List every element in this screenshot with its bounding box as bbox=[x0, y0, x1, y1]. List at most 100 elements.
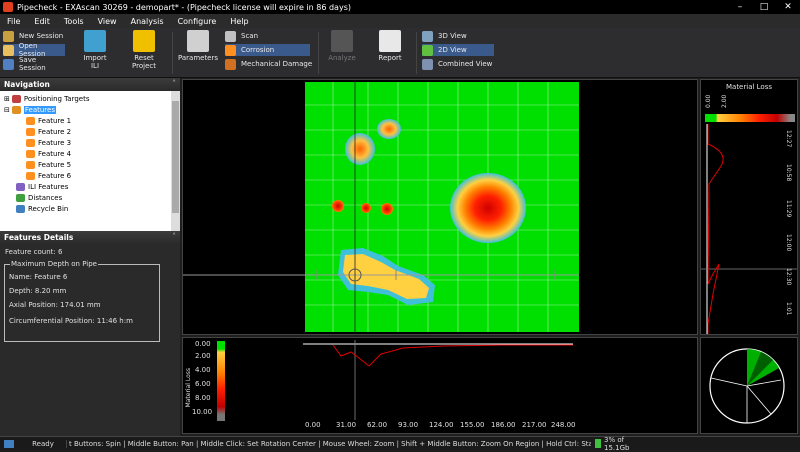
x-tick-label: 31.00 bbox=[336, 421, 357, 429]
tree-item-feature-3[interactable]: Feature 3 bbox=[26, 139, 71, 147]
orientation-clock[interactable] bbox=[701, 338, 797, 433]
expand-icon[interactable]: ⊞ bbox=[4, 95, 10, 103]
menu-edit[interactable]: Edit bbox=[34, 16, 50, 26]
report-button[interactable]: Report bbox=[368, 30, 412, 62]
save-session-button[interactable]: Save Session bbox=[3, 56, 65, 72]
close-button[interactable]: ✕ bbox=[784, 2, 792, 12]
cursor-crosshair-icon[interactable] bbox=[348, 268, 362, 282]
corrosion-icon bbox=[225, 44, 236, 56]
scan-icon bbox=[225, 30, 236, 42]
corrosion-icon bbox=[26, 150, 35, 158]
recycle-bin-icon bbox=[16, 205, 25, 213]
collapse-icon[interactable]: ˄ bbox=[172, 79, 176, 88]
tree-label: Distances bbox=[28, 194, 63, 202]
orientation-widget[interactable] bbox=[700, 337, 798, 434]
view-2d-button[interactable]: 2D View bbox=[422, 44, 494, 56]
corrosion-region-small-1[interactable] bbox=[345, 133, 375, 165]
new-session-button[interactable]: New Session bbox=[3, 30, 65, 42]
reset-project-button[interactable]: Reset Project bbox=[122, 30, 166, 70]
maximize-button[interactable]: □ bbox=[759, 2, 769, 12]
axial-profile-panel[interactable]: Material Loss 0.00 2.00 4.00 6.00 8.00 1… bbox=[182, 337, 698, 434]
tick-label: 0.00 bbox=[705, 94, 712, 108]
menu-configure[interactable]: Configure bbox=[177, 16, 217, 26]
ili-icon bbox=[16, 183, 25, 191]
corrosion-region-small-2[interactable] bbox=[377, 119, 401, 139]
report-label: Report bbox=[378, 54, 402, 62]
feature-name: Name: Feature 6 bbox=[9, 273, 68, 281]
combined-view-icon bbox=[422, 58, 433, 70]
profile-colorscale bbox=[217, 341, 225, 421]
corrosion-button[interactable]: Corrosion bbox=[225, 44, 310, 56]
analyze-label: Analyze bbox=[328, 54, 356, 62]
menu-tools[interactable]: Tools bbox=[63, 16, 84, 26]
combined-view-button[interactable]: Combined View bbox=[422, 58, 494, 70]
tree-item-feature-2[interactable]: Feature 2 bbox=[26, 128, 71, 136]
circumferential-profile-panel[interactable]: Material Loss 0.00 2.00 12:27 10:58 11:2… bbox=[700, 79, 798, 335]
tree-scrollbar[interactable] bbox=[171, 91, 180, 231]
minimize-button[interactable]: – bbox=[737, 2, 743, 12]
axial-profile-curve bbox=[303, 340, 573, 420]
parameters-icon bbox=[187, 30, 209, 52]
title-bar: Pipecheck - EXAscan 30269 - demopart* - … bbox=[0, 0, 800, 14]
tree-label: Features bbox=[23, 106, 56, 114]
mechanical-damage-button[interactable]: Mechanical Damage bbox=[225, 58, 315, 70]
feature-depth: Depth: 8.20 mm bbox=[9, 287, 67, 295]
view-3d-button[interactable]: 3D View bbox=[422, 30, 494, 42]
x-tick-label: 155.00 bbox=[460, 421, 485, 429]
menu-file[interactable]: File bbox=[7, 16, 21, 26]
scan-button[interactable]: Scan bbox=[225, 30, 310, 42]
collapse-icon[interactable]: ⊟ bbox=[4, 106, 10, 114]
tree-item-feature-6[interactable]: Feature 6 bbox=[26, 172, 71, 180]
tree-item-recycle-bin[interactable]: Recycle Bin bbox=[16, 205, 68, 213]
menu-help[interactable]: Help bbox=[230, 16, 249, 26]
tick-label: 11:29 bbox=[785, 200, 792, 218]
app-icon bbox=[3, 2, 13, 12]
tree-item-feature-5[interactable]: Feature 5 bbox=[26, 161, 71, 169]
x-tick-label: 248.00 bbox=[551, 421, 576, 429]
max-depth-group: Maximum Depth on Pipe Name: Feature 6 De… bbox=[4, 260, 160, 342]
tick-label: 10:58 bbox=[785, 164, 792, 182]
tree-label: Positioning Targets bbox=[23, 95, 90, 103]
map-view[interactable] bbox=[182, 79, 698, 335]
tree-label: Feature 3 bbox=[38, 139, 72, 147]
tick-label: 1:01 bbox=[785, 302, 792, 316]
tree-item-feature-1[interactable]: Feature 1 bbox=[26, 117, 71, 125]
menu-view[interactable]: View bbox=[97, 16, 117, 26]
x-tick-label: 93.00 bbox=[398, 421, 419, 429]
tree-item-positioning-targets[interactable]: ⊞ Positioning Targets bbox=[4, 95, 89, 103]
pit-2[interactable] bbox=[361, 203, 371, 213]
save-session-label: Save Session bbox=[18, 56, 46, 72]
tree-item-features[interactable]: ⊟ Features bbox=[4, 106, 56, 114]
ribbon-separator bbox=[318, 32, 319, 74]
pit-3[interactable] bbox=[381, 203, 393, 215]
orientation-sector-inner bbox=[747, 352, 773, 386]
collapse-icon[interactable]: ˄ bbox=[172, 232, 176, 241]
new-session-label: New Session bbox=[19, 32, 64, 40]
memory-indicator bbox=[595, 439, 601, 448]
tree-item-ili-features[interactable]: ILI Features bbox=[16, 183, 68, 191]
scrollbar-thumb[interactable] bbox=[172, 101, 179, 213]
profile-side-ticks: 12:27 10:58 11:29 12:00 12:30 1:01 bbox=[785, 130, 797, 336]
open-session-button[interactable]: Open Session bbox=[3, 42, 65, 58]
profile-title: Material Loss bbox=[725, 83, 773, 91]
corrosion-map[interactable] bbox=[183, 80, 697, 334]
parameters-button[interactable]: Parameters bbox=[176, 30, 220, 62]
combined-view-label: Combined View bbox=[438, 60, 493, 68]
corrosion-region-large[interactable] bbox=[450, 173, 526, 243]
colorscale-bar bbox=[705, 114, 795, 122]
pit-1[interactable] bbox=[332, 200, 344, 212]
tree-item-feature-4[interactable]: Feature 4 bbox=[26, 150, 71, 158]
import-ili-button[interactable]: Import ILI bbox=[73, 30, 117, 70]
memory-usage: 3% of 15.1Gb bbox=[604, 435, 630, 452]
feature-circumferential-position: Circumferential Position: 11:46 h:m bbox=[9, 317, 133, 325]
parameters-label: Parameters bbox=[177, 54, 219, 62]
y-tick-label: 0.00 bbox=[195, 340, 211, 348]
tick-label: 12:27 bbox=[785, 130, 792, 148]
left-pane: Navigation ˄ ⊞ Positioning Targets ⊟ Fea… bbox=[0, 78, 180, 449]
ribbon-separator bbox=[172, 32, 173, 74]
menu-analysis[interactable]: Analysis bbox=[130, 16, 164, 26]
analyze-button[interactable]: Analyze bbox=[320, 30, 364, 62]
menu-bar: File Edit Tools View Analysis Configure … bbox=[0, 14, 800, 28]
tree-item-distances[interactable]: Distances bbox=[16, 194, 62, 202]
x-axis-ticks: 0.00 31.00 62.00 93.00 124.00 155.00 186… bbox=[305, 421, 580, 431]
